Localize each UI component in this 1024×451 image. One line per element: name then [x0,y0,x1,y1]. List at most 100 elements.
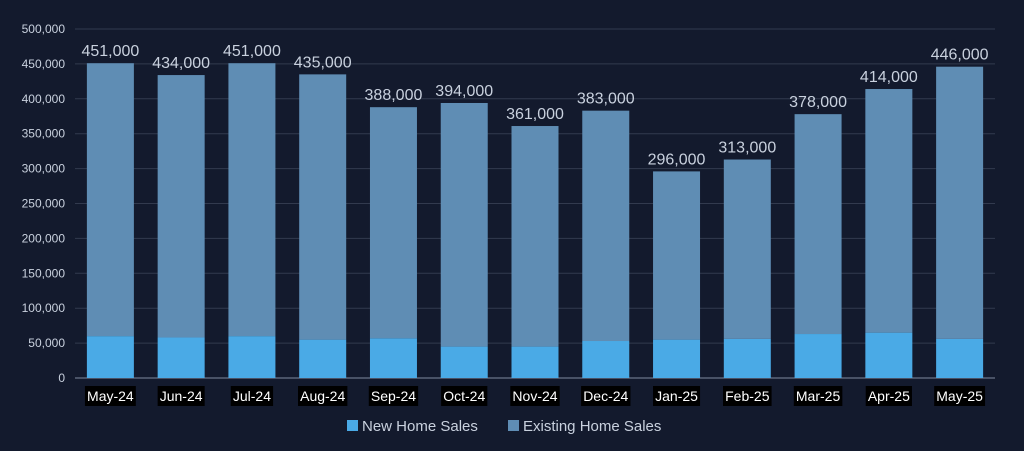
total-value-label: 378,000 [789,94,847,111]
bar-segment-new-home-sales [582,341,630,378]
total-value-label: 388,000 [365,87,423,104]
x-tick-label-group: May-24 [84,386,136,406]
x-tick-label-group: Feb-25 [723,386,772,406]
x-tick-label-group: Oct-24 [441,386,488,406]
x-tick-label-group: Dec-24 [581,386,631,406]
x-tick-label-background [298,386,348,406]
total-value-label: 394,000 [435,83,493,100]
x-tick-label-background [157,386,205,406]
total-value-label: 383,000 [577,91,635,108]
x-tick-label-background [653,386,701,406]
x-tick-label: Dec-24 [583,388,628,404]
bar-segment-existing-home-sales [299,74,347,340]
bar-segment-existing-home-sales [369,107,417,339]
y-tick-label: 500,000 [22,22,66,36]
bar-segment-existing-home-sales [653,171,701,340]
x-tick-label: Jul-24 [233,388,271,404]
x-tick-label-group: Jun-24 [157,386,205,406]
bar-segment-new-home-sales [299,339,347,378]
x-tick-label-background [84,386,136,406]
total-value-label: 414,000 [860,69,918,86]
x-tick-label-background [723,386,772,406]
x-axis-tick-labels: May-24 Jun-24 Jul-24 Aug-24 Sep-24 Oct-24 Nov-… [84,386,986,406]
bar-segment-new-home-sales [157,337,205,378]
bar-segment-new-home-sales [865,332,913,378]
y-tick-label: 100,000 [22,301,66,315]
bar-segment-new-home-sales [511,346,559,378]
x-tick-label-group: Jul-24 [230,386,274,406]
y-tick-label: 150,000 [22,266,66,280]
bar-segment-existing-home-sales [440,102,488,347]
x-tick-label-background [510,386,560,406]
x-tick-label: May-24 [87,388,134,404]
bar-segment-new-home-sales [369,338,417,378]
x-tick-label-group: May-25 [934,386,986,406]
total-value-label: 296,000 [648,151,706,168]
y-tick-label: 300,000 [22,162,66,176]
x-tick-label-group: Apr-25 [865,386,912,406]
x-tick-label-background [934,386,986,406]
legend: New Home Sales Existing Home Sales [347,418,661,435]
y-tick-label: 50,000 [28,336,65,350]
x-tick-label: Sep-24 [371,388,416,404]
total-value-label: 435,000 [294,54,352,71]
bars [86,63,984,378]
x-tick-label: May-25 [936,388,983,404]
legend-swatch-existing-home-sales [508,420,519,431]
x-tick-label-background [441,386,488,406]
x-tick-label: Nov-24 [512,388,557,404]
x-tick-label-group: Aug-24 [298,386,348,406]
bar-segment-existing-home-sales [865,89,913,333]
x-tick-label-group: Sep-24 [368,386,419,406]
legend-label-existing-home-sales: Existing Home Sales [523,418,661,435]
total-value-labels: 451,000 434,000 451,000 435,000 388,000 394,0… [81,43,988,168]
total-value-label: 451,000 [81,43,139,60]
bar-segment-existing-home-sales [723,159,771,339]
total-value-label: 446,000 [931,47,989,64]
bar-segment-new-home-sales [228,336,276,378]
bar-segment-existing-home-sales [794,114,842,335]
bar-segment-new-home-sales [653,339,701,378]
x-tick-label: Jun-24 [160,388,203,404]
x-tick-label: Jan-25 [655,388,698,404]
x-tick-label-background [793,386,843,406]
y-tick-label: 450,000 [22,57,66,71]
bar-segment-existing-home-sales [86,63,134,337]
legend-swatch-new-home-sales [347,420,358,431]
y-tick-label: 250,000 [22,197,66,211]
total-value-label: 313,000 [718,140,776,157]
total-value-label: 434,000 [152,55,210,72]
legend-item-existing-home-sales: Existing Home Sales [508,418,661,435]
x-tick-label-group: Jan-25 [653,386,701,406]
bar-segment-existing-home-sales [582,110,630,342]
x-tick-label-background [368,386,419,406]
bar-segment-existing-home-sales [157,75,205,338]
bar-segment-existing-home-sales [936,66,984,339]
y-tick-label: 0 [58,371,65,385]
x-tick-label-group: Mar-25 [793,386,843,406]
bar-segment-new-home-sales [936,338,984,378]
x-tick-label: Aug-24 [300,388,345,404]
x-tick-label: Oct-24 [443,388,485,404]
total-value-label: 451,000 [223,43,281,60]
x-tick-label: Apr-25 [868,388,910,404]
y-tick-label: 200,000 [22,231,66,245]
y-tick-label: 400,000 [22,92,66,106]
bar-segment-new-home-sales [723,338,771,378]
bar-segment-existing-home-sales [511,126,559,347]
x-tick-label-group: Nov-24 [510,386,560,406]
x-tick-label: Mar-25 [796,388,841,404]
bar-segment-new-home-sales [86,336,134,378]
x-tick-label-background [230,386,274,406]
legend-item-new-home-sales: New Home Sales [347,418,478,435]
legend-label-new-home-sales: New Home Sales [362,418,478,435]
y-axis-tick-labels: 0 50,000 100,000 150,000 200,000 250,000 300,0… [22,22,66,385]
bar-segment-existing-home-sales [228,63,276,337]
bar-segment-new-home-sales [440,346,488,378]
bar-segment-new-home-sales [794,334,842,378]
x-tick-label: Feb-25 [725,388,770,404]
x-tick-label-background [581,386,631,406]
y-tick-label: 350,000 [22,127,66,141]
